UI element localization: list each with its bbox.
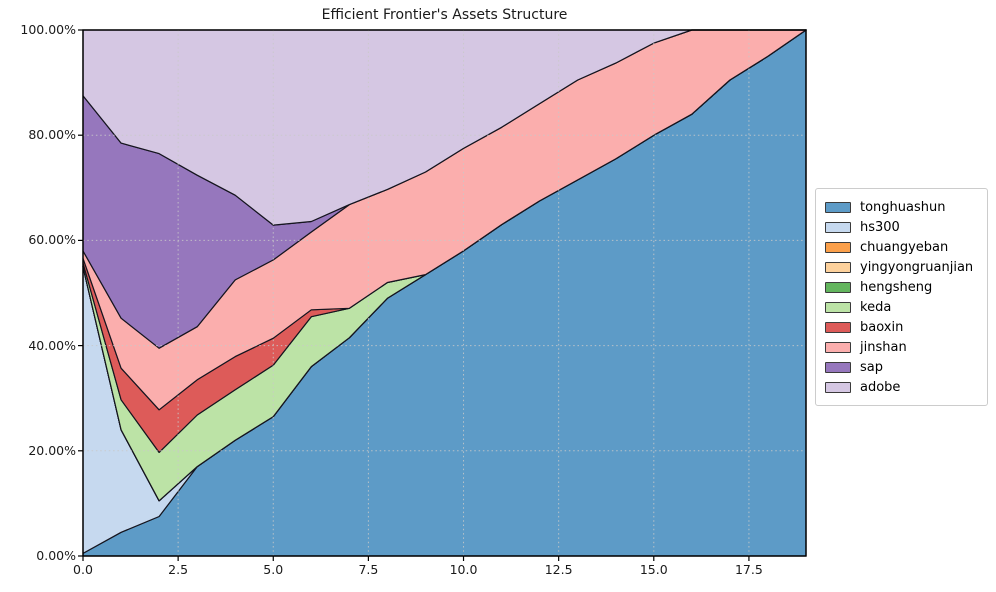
legend-swatch-sap xyxy=(825,361,851,373)
x-tick-label: 2.5 xyxy=(168,562,189,577)
legend-swatch-hs300 xyxy=(825,221,851,233)
legend-item-baoxin: baoxin xyxy=(825,317,977,337)
legend-item-jinshan: jinshan xyxy=(825,337,977,357)
legend-swatch-adobe xyxy=(825,381,851,393)
x-tick-label: 5.0 xyxy=(263,562,284,577)
legend-item-yingyongruanjian: yingyongruanjian xyxy=(825,257,977,277)
legend-label: jinshan xyxy=(860,339,907,355)
legend-swatch-baoxin xyxy=(825,321,851,333)
plot-border xyxy=(82,29,807,557)
legend-label: baoxin xyxy=(860,319,904,335)
chart-title: Efficient Frontier's Assets Structure xyxy=(321,7,568,23)
legend-item-hs300: hs300 xyxy=(825,217,977,237)
legend-items: tonghuashun hs300 chuangyeban yingyongruanj… xyxy=(825,197,977,397)
legend-swatch-hengsheng xyxy=(825,281,851,293)
legend-label: hengsheng xyxy=(860,279,933,295)
legend-label: chuangyeban xyxy=(860,239,949,255)
x-tick-label: 17.5 xyxy=(734,562,763,577)
legend-item-adobe: adobe xyxy=(825,377,977,397)
legend-swatch-tonghuashun xyxy=(825,201,851,213)
legend-label: tonghuashun xyxy=(860,199,946,215)
y-tick-label: 60.00% xyxy=(28,232,76,248)
y-tick-label: 20.00% xyxy=(28,442,76,458)
x-tick-label: 12.5 xyxy=(544,562,573,577)
legend-swatch-yingyongruanjian xyxy=(825,261,851,273)
legend-swatch-keda xyxy=(825,301,851,313)
legend-item-hengsheng: hengsheng xyxy=(825,277,977,297)
legend-item-chuangyeban: chuangyeban xyxy=(825,237,977,257)
legend-item-keda: keda xyxy=(825,297,977,317)
y-tick-label: 100.00% xyxy=(20,22,76,37)
x-tick-label: 10.0 xyxy=(449,562,478,577)
legend-label: yingyongruanjian xyxy=(860,259,974,275)
legend-swatch-jinshan xyxy=(825,341,851,353)
legend-label: adobe xyxy=(860,379,901,395)
legend-label: hs300 xyxy=(860,219,900,235)
legend: tonghuashun hs300 chuangyeban yingyongruanj… xyxy=(815,188,988,406)
legend-item-sap: sap xyxy=(825,357,977,377)
legend-label: keda xyxy=(860,299,892,315)
x-tick-label: 0.0 xyxy=(73,562,93,577)
y-tick-label: 80.00% xyxy=(28,127,76,143)
legend-label: sap xyxy=(860,359,883,375)
y-tick-label: 0.00% xyxy=(36,548,76,563)
x-tick-label: 15.0 xyxy=(639,562,668,577)
legend-swatch-chuangyeban xyxy=(825,241,851,253)
y-tick-label: 40.00% xyxy=(28,337,76,353)
legend-item-tonghuashun: tonghuashun xyxy=(825,197,977,217)
x-tick-label: 7.5 xyxy=(358,562,379,577)
